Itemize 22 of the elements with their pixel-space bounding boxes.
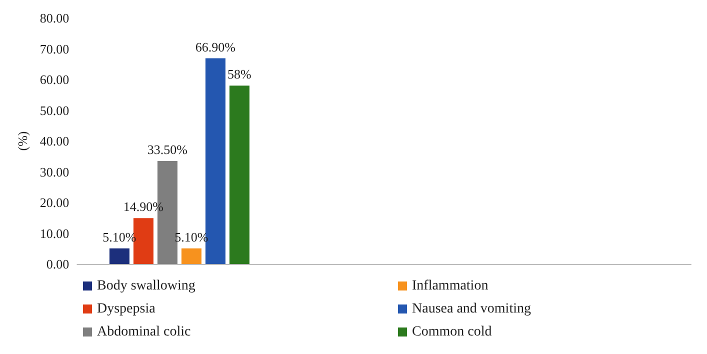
legend-label: Inflammation bbox=[412, 278, 488, 294]
legend-label: Body swallowing bbox=[97, 278, 196, 294]
data-label: 66.90% bbox=[195, 39, 236, 54]
data-label: 33.50% bbox=[147, 142, 188, 157]
y-tick-label: 70.00 bbox=[40, 41, 70, 56]
y-tick-label: 60.00 bbox=[40, 72, 70, 87]
y-tick-label: 10.00 bbox=[40, 226, 70, 241]
legend-label: Abdominal colic bbox=[97, 324, 191, 340]
y-tick-label: 0.00 bbox=[46, 256, 70, 272]
y-tick-label: 20.00 bbox=[40, 195, 70, 210]
bar bbox=[109, 248, 130, 264]
bar bbox=[181, 248, 202, 264]
data-label: 58% bbox=[228, 66, 252, 82]
bar bbox=[229, 86, 250, 264]
y-axis-title: (%) bbox=[15, 131, 30, 151]
legend-label: Common cold bbox=[412, 324, 492, 340]
y-tick-label: 80.00 bbox=[40, 10, 70, 26]
y-tick-label: 40.00 bbox=[40, 134, 70, 148]
y-tick-label: 50.00 bbox=[40, 102, 70, 118]
legend-label: Nausea and vomiting bbox=[412, 302, 531, 316]
y-tick-label: 30.00 bbox=[40, 164, 70, 180]
legend-label: Dyspepsia bbox=[97, 302, 156, 316]
